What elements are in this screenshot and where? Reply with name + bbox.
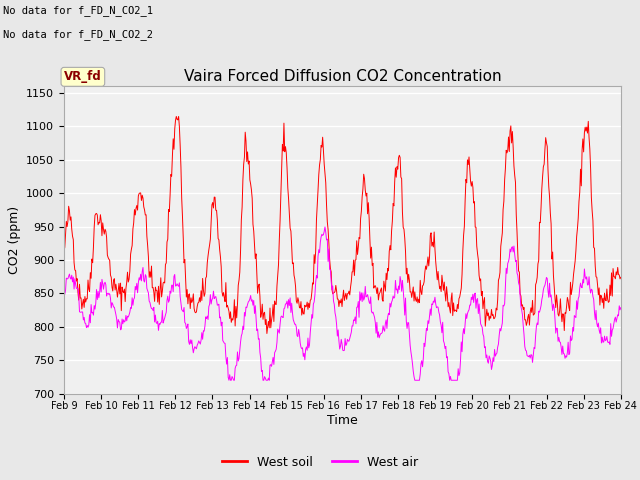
Text: VR_fd: VR_fd (64, 71, 102, 84)
Title: Vaira Forced Diffusion CO2 Concentration: Vaira Forced Diffusion CO2 Concentration (184, 69, 501, 84)
Text: No data for f_FD_N_CO2_1: No data for f_FD_N_CO2_1 (3, 5, 153, 16)
Text: No data for f_FD_N_CO2_2: No data for f_FD_N_CO2_2 (3, 29, 153, 40)
X-axis label: Time: Time (327, 414, 358, 427)
Y-axis label: CO2 (ppm): CO2 (ppm) (8, 206, 20, 274)
Legend: West soil, West air: West soil, West air (217, 451, 423, 474)
